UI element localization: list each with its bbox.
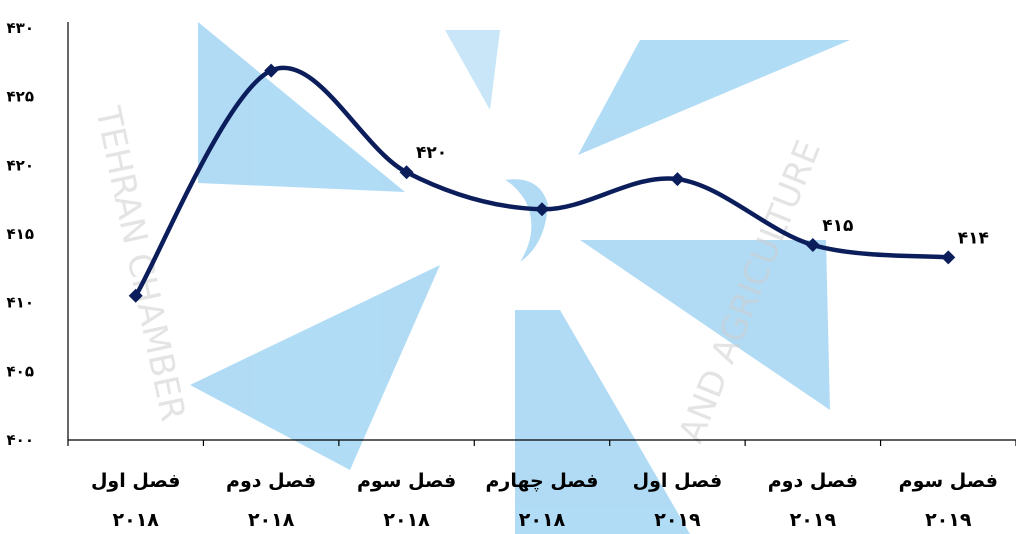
watermark-petal [578,40,850,155]
axes [67,22,1016,446]
y-axis-ticks: ۴۰۰ ۴۰۵ ۴۱۰ ۴۱۵ ۴۲۰ ۴۲۵ ۴۳۰ [7,19,34,449]
x-category-year: ۲۰۱۸ [383,509,430,531]
y-tick-label: ۴۱۵ [7,225,34,243]
data-point-marker [535,202,549,217]
data-point-marker [805,237,820,252]
series-markers [128,63,956,303]
y-tick-label: ۴۰۰ [7,431,34,449]
x-category-label: فصل اول [633,470,723,492]
data-label: ۴۱۴ [958,228,989,248]
data-point-marker [670,172,685,187]
watermark-crescent [505,179,548,262]
data-point-marker [264,63,279,78]
y-tick-label: ۴۲۰ [7,156,34,174]
watermark-petal [580,240,830,410]
x-category-label: فصل چهارم [486,470,599,492]
x-category-label: فصل اول [91,470,181,492]
x-category-year: ۲۰۱۸ [519,509,566,531]
x-category-label: فصل سوم [899,470,998,492]
y-tick-label: ۴۰۵ [7,362,34,380]
data-label: ۴۲۰ [416,143,447,163]
watermark-petal [445,30,500,110]
watermark-text-left: TEHRAN CHAMBER [87,103,193,425]
x-category-year: ۲۰۱۹ [654,509,701,531]
watermark-petal [515,310,690,534]
series-line [133,65,951,299]
x-category-year: ۲۰۱۸ [113,509,160,531]
watermark-petal [190,265,440,470]
data-labels: ۴۲۰ ۴۱۵ ۴۱۴ [416,143,989,248]
x-category-label: فصل سوم [357,470,456,492]
data-point-marker [128,288,143,303]
watermark-logo: TEHRAN CHAMBER AND AGRICULTURE [87,22,850,534]
y-tick-label: ۴۳۰ [7,19,34,37]
x-axis-categories: فصل اول ۲۰۱۸ فصل دوم ۲۰۱۸ فصل سوم ۲۰۱۸ فصل چها… [91,470,998,531]
data-point-marker [941,250,956,265]
data-label: ۴۱۵ [822,216,853,236]
x-category-year: ۲۰۱۹ [790,509,837,531]
series-line-path [133,65,951,299]
y-tick-label: ۴۲۵ [7,88,34,106]
y-tick-label: ۴۱۰ [7,294,34,312]
data-point-marker [399,165,414,180]
x-category-year: ۲۰۱۸ [248,509,295,531]
x-category-label: فصل دوم [768,470,858,492]
x-category-label: فصل دوم [226,470,316,492]
x-category-year: ۲۰۱۹ [925,509,972,531]
watermark-petal [198,22,405,192]
